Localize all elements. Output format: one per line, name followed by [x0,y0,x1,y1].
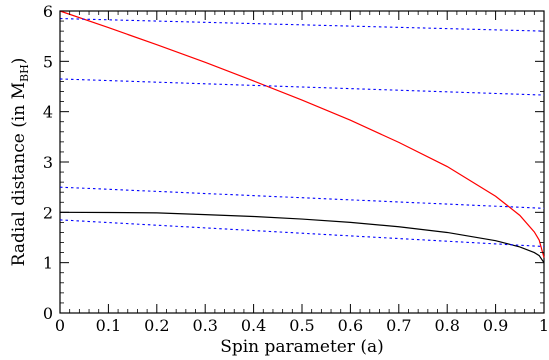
series-line-5 [59,186,545,209]
y-axis-title: Radial distance (in MBH) [9,58,31,267]
x-tick-label: 0.4 [241,316,266,335]
x-tick-label: 0.8 [434,316,459,335]
y-tick-label: 6 [43,2,53,21]
x-axis-title: Spin parameter (a) [220,337,384,357]
x-tick-label: 0.7 [386,316,411,335]
y-tick-label: 3 [43,153,53,172]
y-tick-label: 0 [43,304,53,323]
x-tick-label: 0.6 [338,316,363,335]
tick-layer [59,10,545,314]
y-axis-title-main: Radial distance (in M [9,82,29,266]
series-line-3 [59,18,545,32]
y-tick-label: 2 [43,203,53,222]
plot-frame [59,10,545,314]
series-line-4 [59,78,545,96]
series-layer [59,10,545,264]
y-tick-label: 4 [43,103,53,122]
x-tick-label: 0.1 [96,316,121,335]
x-tick-label: 0.2 [144,316,169,335]
series-line-1 [59,10,545,258]
x-tick-label: 0.3 [192,316,217,335]
label-layer: 0 0.1 0.2 0.3 0.4 0.5 0.6 0.7 0.8 0.9 1 0 1 2 3 4 5 6 [43,2,549,335]
y-axis-title-close: ) [9,58,29,65]
x-tick-label: 0.9 [483,316,508,335]
y-tick-label: 1 [43,254,53,273]
y-axis-title-subscript: BH [18,64,31,82]
series-line-6 [59,219,545,248]
x-tick-label: 1 [539,316,549,335]
x-tick-label: 0.5 [289,316,314,335]
x-tick-label: 0 [55,316,65,335]
y-tick-label: 5 [43,52,53,71]
series-line-2 [59,211,545,264]
